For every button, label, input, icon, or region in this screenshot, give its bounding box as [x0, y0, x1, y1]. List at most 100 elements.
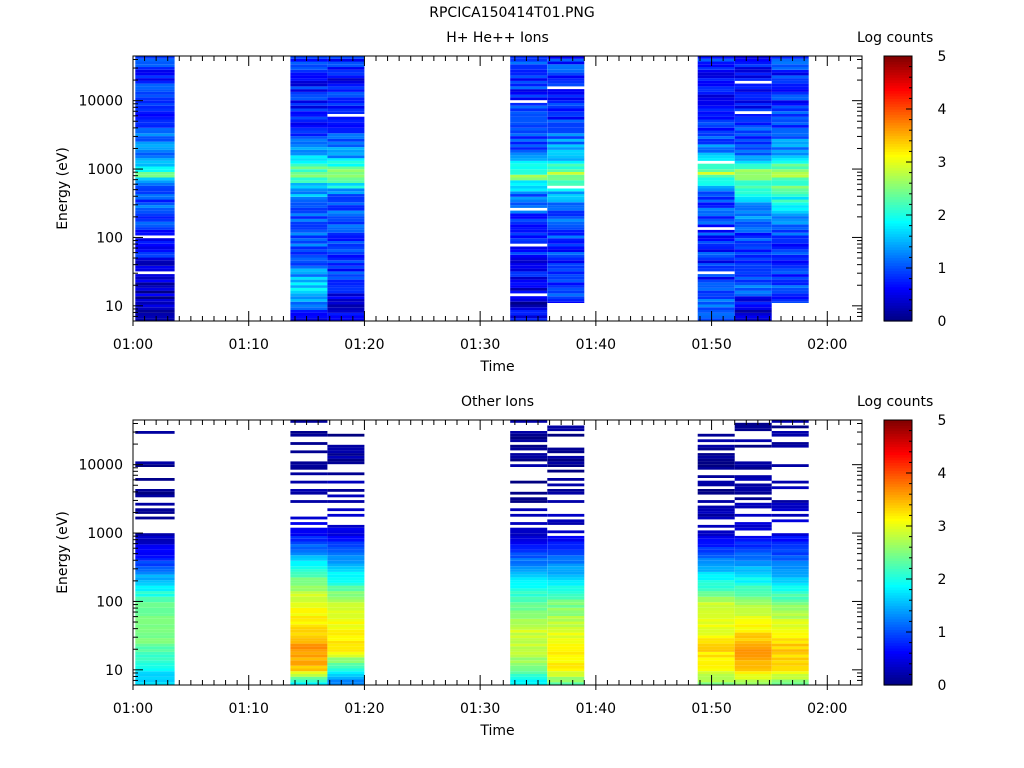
spectrogram-cell — [135, 149, 175, 153]
spectrogram-cell — [697, 293, 735, 297]
spectrogram-cell — [547, 133, 585, 137]
spectrogram-cell — [734, 141, 772, 145]
spectrogram-cell — [697, 602, 735, 605]
spectrogram-cell — [135, 127, 175, 131]
spectrogram-cell — [135, 547, 175, 550]
spectrogram-cell — [734, 144, 772, 148]
spectrogram-cell — [135, 665, 175, 669]
spectrogram-cell — [734, 254, 772, 258]
spectrogram-cell — [771, 618, 809, 622]
spectrogram-cell — [510, 298, 548, 302]
spectrogram-cell — [734, 610, 772, 614]
spectrogram-cell — [290, 461, 328, 465]
spectrogram-cell — [510, 563, 548, 567]
x-axis-label: Time — [479, 359, 514, 375]
spectrogram-cell — [697, 263, 735, 266]
spectrogram-cell — [547, 629, 585, 633]
spectrogram-cell — [290, 310, 328, 313]
spectrogram-cell — [135, 67, 175, 70]
spectrogram-cell — [327, 240, 365, 244]
spectrogram-cell — [734, 180, 772, 183]
spectrogram-cell — [771, 629, 809, 633]
spectrogram-cell — [771, 654, 809, 658]
spectrogram-cell — [327, 607, 365, 611]
spectrogram-cell — [771, 301, 809, 303]
spectrogram-cell — [547, 268, 585, 272]
spectrogram-cell — [290, 616, 328, 619]
spectrogram-cell — [290, 141, 328, 145]
spectrogram-cell — [547, 116, 585, 120]
spectrogram-cell — [734, 213, 772, 217]
spectrogram-cell — [327, 127, 365, 131]
spectrogram-cell — [697, 191, 735, 195]
x-tick-label: 01:50 — [691, 337, 731, 353]
spectrogram-cell — [734, 563, 772, 567]
colorbar-band — [884, 518, 912, 522]
colorbar-band — [884, 467, 912, 471]
spectrogram-cell — [697, 524, 735, 528]
spectrogram-cell — [327, 604, 365, 608]
spectrogram-cell — [510, 246, 548, 250]
spectrogram-cell — [290, 315, 328, 319]
spectrogram-cell — [547, 102, 585, 106]
spectrogram-cell — [327, 274, 365, 277]
spectrogram-cell — [547, 183, 585, 186]
spectrogram-cell — [734, 580, 772, 583]
spectrogram-cell — [290, 235, 328, 239]
spectrogram-cell — [734, 229, 772, 233]
spectrogram-cell — [734, 163, 772, 167]
spectrogram-cells — [135, 56, 809, 321]
colorbar-band — [884, 632, 912, 636]
spectrogram-cell — [771, 640, 809, 644]
spectrogram-cell — [510, 89, 548, 92]
spectrogram-cell — [290, 177, 328, 181]
spectrogram-cell — [771, 86, 809, 90]
spectrogram-cell — [697, 163, 735, 167]
colorbar-band — [884, 109, 912, 113]
spectrogram-cell — [547, 263, 585, 266]
spectrogram-cell — [135, 296, 175, 299]
spectrogram-cell — [510, 160, 548, 164]
spectrogram-cell — [327, 560, 365, 564]
spectrogram-cell — [290, 580, 328, 583]
spectrogram-cell — [771, 260, 809, 264]
spectrogram-cell — [697, 544, 735, 547]
colorbar-band — [884, 124, 912, 129]
spectrogram-cell — [771, 122, 809, 126]
spectrogram-cell — [327, 649, 365, 652]
colorbar-band — [884, 318, 912, 322]
spectrogram-cell — [135, 119, 175, 123]
spectrogram-cell — [327, 596, 365, 600]
spectrogram-cell — [771, 91, 809, 95]
spectrogram-cell — [135, 635, 175, 639]
spectrogram-cell — [697, 604, 735, 608]
spectrogram-cell — [327, 296, 365, 299]
spectrogram-cell — [290, 491, 328, 495]
spectrogram-cell — [135, 629, 175, 633]
colorbar-band — [884, 661, 912, 665]
spectrogram-cell — [734, 497, 772, 501]
colorbar-band — [884, 286, 912, 290]
colorbar-band — [884, 663, 912, 668]
spectrogram-cell — [734, 486, 772, 490]
spectrogram-cell — [135, 577, 175, 581]
spectrogram-cell — [734, 207, 772, 211]
spectrogram-cell — [697, 249, 735, 252]
spectrogram-cell — [771, 563, 809, 567]
spectrogram-cell — [290, 574, 328, 578]
spectrogram-cell — [290, 91, 328, 95]
spectrogram-cell — [135, 108, 175, 112]
spectrogram-cell — [290, 199, 328, 203]
spectrogram-cell — [734, 296, 772, 299]
colorbar-band — [884, 682, 912, 686]
spectrogram-cell — [547, 174, 585, 178]
spectrogram-cell — [697, 274, 735, 277]
spectrogram-cell — [697, 588, 735, 592]
spectrogram-cell — [327, 207, 365, 211]
spectrogram-cell — [697, 138, 735, 142]
spectrogram-cell — [135, 431, 175, 434]
spectrogram-cell — [510, 640, 548, 644]
spectrogram-cell — [135, 679, 175, 683]
spectrogram-cell — [734, 97, 772, 101]
